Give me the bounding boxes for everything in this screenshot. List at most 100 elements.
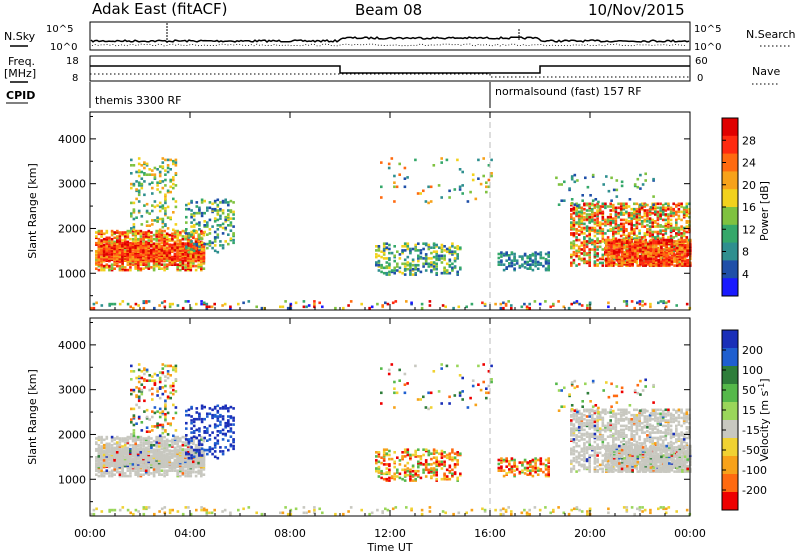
power-echo-cell [142, 306, 146, 310]
power-echo-cell [108, 264, 111, 268]
velocity-echo-cell [165, 442, 169, 446]
power-echo-cell [681, 253, 684, 257]
power-echo-cell [604, 218, 607, 222]
velocity-echo-cell [155, 457, 158, 461]
power-echo-cell [216, 233, 220, 236]
power-echo-cell [448, 249, 452, 252]
power-echo-cell [110, 263, 114, 266]
freq-panel: 18 8 60 0 Freq. [MHz] Nave [4, 55, 780, 85]
power-echo-cell [148, 168, 151, 171]
power-echo-cell [435, 262, 438, 266]
power-echo-cell [639, 254, 642, 258]
power-echo-cell [153, 219, 157, 222]
power-echo-cell [555, 176, 558, 180]
velocity-echo-cell [113, 457, 116, 461]
velocity-echo-cell [155, 464, 158, 468]
power-echo-cell [166, 170, 170, 174]
velocity-echo-cell [184, 443, 187, 447]
power-echo-cell [683, 252, 687, 255]
power-echo-cell [668, 256, 671, 259]
velocity-echo-cell [123, 446, 127, 450]
velocity-echo-cell [140, 421, 144, 424]
power-echo-cell [121, 262, 124, 265]
power-echo-cell [179, 231, 182, 234]
power-echo-cell [575, 249, 578, 253]
power-echo-cell [610, 248, 613, 251]
power-echo-cell [628, 260, 632, 263]
power-echo-cell [411, 267, 415, 271]
power-echo-cell [388, 258, 391, 262]
power-echo-cell [142, 242, 145, 245]
power-echo-cell [435, 271, 438, 275]
velocity-echo-cell [148, 374, 151, 377]
velocity-echo-cell [144, 455, 148, 458]
power-echo-cell [380, 250, 383, 253]
power-echo-cell [636, 250, 640, 254]
power-echo-cell [116, 259, 119, 262]
power-echo-cell [659, 209, 662, 212]
power-echo-cell [596, 263, 599, 266]
power-echo-cell [97, 263, 101, 266]
power-echo-cell [623, 263, 626, 266]
power-echo-cell [477, 177, 480, 180]
power-echo-cell [136, 246, 140, 249]
velocity-echo-cell [113, 463, 116, 466]
velocity-echo-cell [156, 374, 159, 377]
velocity-echo-cell [143, 410, 146, 413]
date-title: 10/Nov/2015 [588, 1, 685, 19]
power-echo-cell [166, 205, 170, 209]
power-echo-cell [673, 253, 676, 257]
power-echo-cell [585, 245, 589, 249]
power-echo-cell [680, 210, 683, 214]
power-echo-cell [118, 251, 122, 255]
velocity-echo-cell [171, 441, 174, 444]
power-echo-cell [152, 264, 156, 268]
power-echo-cell [198, 211, 201, 215]
velocity-echo-cell [197, 457, 200, 461]
velocity-echo-cell [139, 459, 143, 462]
velocity-echo-cell [151, 392, 154, 396]
power-echo-cell [416, 192, 420, 195]
power-echo-cell [588, 217, 591, 220]
power-echo-cell [186, 257, 190, 260]
power-echo-cell [654, 210, 657, 214]
power-echo-cell [675, 260, 679, 263]
noise-left-tick-low: 10^0 [50, 42, 77, 53]
power-echo-cell [609, 228, 612, 231]
velocity-echo-cell [147, 448, 150, 451]
power-echo-cell [612, 209, 615, 212]
velocity-echo-cell [178, 452, 182, 455]
power-echo-cell [438, 246, 441, 249]
power-echo-cell [664, 224, 668, 227]
power-echo-cell [110, 254, 114, 258]
power-echo-cell [105, 236, 109, 240]
power-echo-cell [411, 273, 415, 276]
power-echo-cell [610, 250, 613, 254]
power-echo-cell [198, 224, 201, 227]
power-echo-cell [132, 182, 136, 186]
velocity-echo-cell [174, 364, 178, 368]
power-echo-cell [186, 266, 190, 269]
power-echo-cell [644, 248, 647, 251]
velocity-echo-cell [163, 439, 166, 443]
power-echo-cell [176, 257, 179, 260]
power-echo-cell [646, 228, 649, 231]
velocity-echo-cell [202, 468, 206, 471]
velocity-echo-cell [129, 443, 132, 447]
velocity-echo-cell [121, 468, 124, 471]
velocity-echo-cell [144, 464, 148, 468]
velocity-echo-cell [108, 474, 111, 478]
power-echo-cell [649, 250, 653, 254]
power-echo-cell [646, 209, 649, 212]
power-echo-cell [605, 249, 608, 253]
power-echo-cell [129, 268, 132, 272]
velocity-echo-cell [113, 464, 116, 468]
power-echo-cell [158, 170, 162, 174]
velocity-echo-cell [102, 453, 106, 457]
velocity-echo-cell [147, 468, 151, 471]
power-echo-cell [118, 235, 122, 238]
power-echo-cell [631, 253, 634, 257]
velocity-echo-cell [139, 464, 143, 468]
power-echo-cell [583, 226, 586, 230]
